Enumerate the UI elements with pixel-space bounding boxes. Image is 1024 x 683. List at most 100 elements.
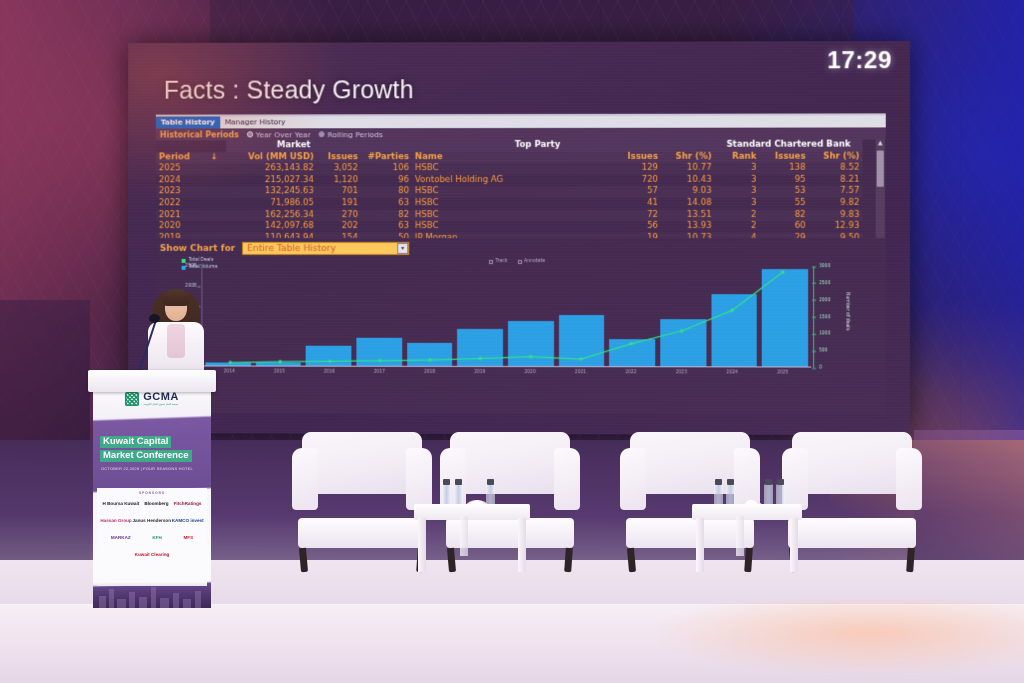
chart-tool-annotate[interactable]: Annotate	[517, 259, 545, 264]
cell-scb-shr: 9.82	[840, 197, 860, 208]
armchair-1	[292, 432, 432, 573]
table-row[interactable]: 2022 71,986.05 191 63 HSBC 41 14.08 3 55 9.82	[156, 198, 863, 210]
column-header-name[interactable]: Name	[412, 151, 608, 164]
cell-tp-issues: 129	[608, 163, 662, 175]
armchair-legs	[292, 547, 432, 573]
armchair-seat	[626, 518, 754, 548]
cell-scb-rank: 2	[750, 221, 757, 232]
chart-controls: Show Chart for Entire Table History ▾	[156, 238, 886, 255]
cell-period: 2023	[156, 187, 202, 199]
scrollbar-thumb[interactable]	[876, 150, 884, 187]
conference-title-line1: Kuwait Capital	[100, 436, 172, 448]
cell-parties: 96	[398, 174, 410, 185]
cell-scb-issues: 60	[794, 221, 806, 232]
group-header-top-party: Top Party	[361, 139, 715, 152]
column-header-scb-issues[interactable]: Issues	[759, 151, 809, 163]
speaker-hair-top	[162, 289, 190, 306]
radio-rolling-periods[interactable]: Rolling Periods	[318, 130, 383, 139]
chart-x-axis: 2014 2015 2016 2017 2018 2019 2020 2021 2022 2023…	[201, 368, 811, 379]
sponsor-row: Kuwait Clearing	[97, 546, 207, 563]
armchair-back	[792, 432, 912, 494]
column-header-parties[interactable]: #Parties	[361, 151, 413, 164]
x-axis-tick: 2015	[273, 369, 285, 375]
armchair-back	[302, 432, 422, 494]
radio-selected-icon	[246, 131, 253, 138]
skyline-building	[139, 597, 147, 608]
sponsor-logo: Bloomberg	[144, 501, 169, 506]
cell-name: JP Morgan	[412, 233, 608, 238]
table-row[interactable]: 2021 162,256.34 270 82 HSBC 72 13.51 2 82 9.83	[156, 209, 863, 221]
cell-tp-shr: 10.77	[661, 163, 715, 175]
armchair-leg	[906, 547, 915, 573]
armchair-arm-left	[620, 448, 646, 510]
cell-scb-shr: 8.21	[840, 174, 860, 185]
sponsor-logo: MFS	[183, 535, 194, 540]
cell-tp-issues: 72	[608, 210, 662, 222]
chart-range-select[interactable]: Entire Table History ▾	[242, 241, 410, 255]
x-axis-tick: 2023	[675, 370, 688, 376]
cell-vol: 110,643.94	[226, 233, 317, 238]
cell-tp-shr: 14.08	[686, 197, 712, 208]
cell-scb-shr: 7.57	[809, 186, 863, 198]
x-axis-tick: 2018	[424, 369, 436, 375]
radio-year-over-year[interactable]: Year Over Year	[246, 130, 311, 139]
y-axis-right-tick: 0	[819, 365, 823, 371]
chart-range-value: Entire Table History	[247, 242, 336, 254]
table-row[interactable]: 2023 132,245.63 701 80 HSBC 57 9.03 3 53 7.57	[156, 186, 863, 198]
cell-name: HSBC	[415, 198, 439, 209]
table-scrollbar[interactable]: ▲	[875, 139, 885, 238]
table-row[interactable]: 2024 215,027.34 1,120 96 Vontobel Holding AG…	[156, 174, 863, 186]
column-header-issues[interactable]: Issues	[316, 151, 362, 164]
checkbox-icon[interactable]	[517, 259, 522, 264]
column-header-scb-rank[interactable]: Rank	[714, 151, 760, 163]
chart-line-point	[428, 358, 433, 363]
x-axis-tick: 2019	[474, 369, 486, 375]
sponsor-logo: KFH	[152, 535, 162, 540]
historical-periods-filter-row: Historical Periods Year Over Year Rollin…	[155, 127, 886, 141]
cell-tp-shr: 10.43	[686, 174, 712, 185]
water-bottle	[442, 479, 451, 516]
armchair-leg	[626, 547, 637, 573]
y-axis-right-tick: 2000	[819, 297, 831, 303]
column-header-vol[interactable]: Vol (MM USD)	[226, 151, 317, 164]
skyline-building	[129, 592, 135, 608]
table-row[interactable]: 2025 263,143.82 3,052 106 HSBC 129 10.77 3 138 8.…	[156, 163, 863, 175]
skyline-building	[151, 587, 156, 608]
scrollbar-up-arrow-icon[interactable]: ▲	[877, 139, 883, 147]
y-axis-right-tick: 500	[819, 348, 828, 354]
column-header-tp-issues[interactable]: Issues	[607, 151, 662, 164]
side-table-top	[692, 504, 802, 520]
tab-manager-history[interactable]: Manager History	[224, 117, 286, 127]
cell-issues: 1,120	[333, 174, 359, 185]
terminal-application-window: Table History Manager History Historical…	[155, 113, 886, 415]
column-header-period[interactable]: Period	[155, 151, 203, 164]
chart-tool-track[interactable]: Track	[489, 259, 508, 264]
cell-issues: 270	[317, 210, 361, 222]
sponsor-logo: Janus Henderson	[132, 518, 171, 523]
armchair-arm-left	[292, 448, 318, 510]
checkbox-icon[interactable]	[489, 259, 494, 264]
table-row[interactable]: 2019 110,643.94 154 50 JP Morgan 19 10.73 4 29 9.…	[156, 233, 863, 238]
chart-line-point	[679, 329, 684, 333]
sort-direction-icon[interactable]: ↓	[202, 151, 227, 164]
skyline-building	[160, 598, 169, 608]
cell-vol: 142,097.68	[264, 221, 314, 232]
table-row[interactable]: 2020 142,097.68 202 63 HSBC 56 13.93 2 60 12.93	[156, 221, 863, 233]
column-header-scb-shr[interactable]: Shr (%)	[808, 151, 863, 163]
chart-line-point	[278, 359, 282, 364]
podium: GCMA جمعية العلم لسوق المال الكويتية Kuw…	[88, 370, 216, 608]
cell-scb-rank: 2	[715, 209, 760, 221]
tab-table-history[interactable]: Table History	[155, 116, 220, 129]
column-header-tp-shr[interactable]: Shr (%)	[661, 151, 715, 164]
cell-period: 2021	[156, 210, 202, 222]
sponsor-logo: H Boursa Kuwait	[102, 501, 140, 506]
gcma-logo-subtext: جمعية العلم لسوق المال الكويتية	[143, 403, 179, 406]
filter-label: Historical Periods	[159, 129, 239, 139]
cell-spacer	[202, 210, 226, 222]
conference-title-line2: Market Conference	[100, 450, 192, 462]
armchair-legs	[782, 547, 922, 573]
side-table-leg	[460, 516, 468, 556]
cell-vol: 71,986.05	[270, 198, 314, 209]
chevron-down-icon[interactable]: ▾	[397, 242, 409, 254]
cell-vol: 263,143.82	[226, 163, 317, 175]
